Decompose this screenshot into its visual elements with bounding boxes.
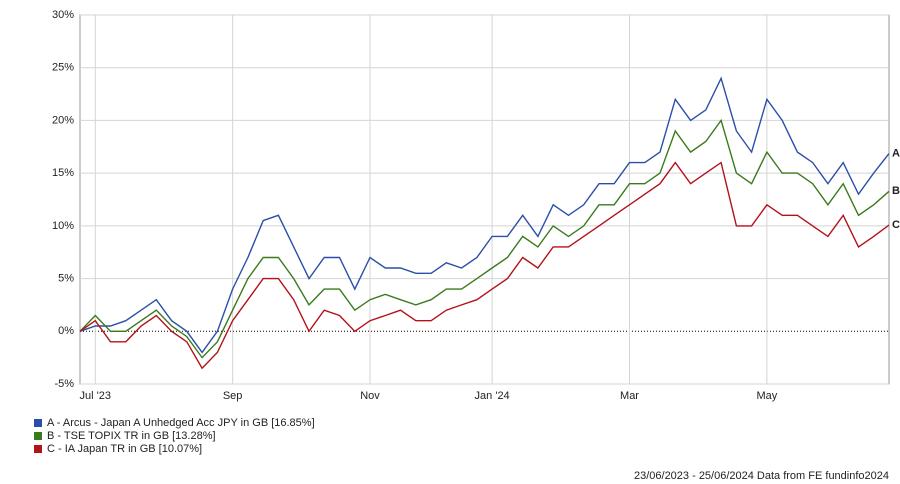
end-label: B: [892, 185, 900, 197]
y-tick-label: 25%: [52, 62, 74, 74]
y-tick-label: 15%: [52, 167, 74, 179]
footer: 23/06/2023 - 25/06/2024 Data from FE fun…: [634, 470, 889, 482]
end-label: A: [892, 148, 900, 160]
legend-swatch: [34, 445, 42, 453]
line: [79, 118, 890, 359]
y-tick-label: 20%: [52, 114, 74, 126]
y-tick-label: -5%: [54, 378, 74, 390]
line: [79, 76, 890, 354]
x-tick-label: Mar: [620, 390, 639, 402]
line: [79, 161, 890, 370]
x-tick-label: Jul '23: [80, 390, 111, 402]
legend-label: C - IA Japan TR in GB [10.07%]: [47, 443, 202, 455]
y-tick-label: 30%: [52, 9, 74, 21]
x-tick-label: Jan '24: [475, 390, 510, 402]
legend-label: B - TSE TOPIX TR in GB [13.28%]: [47, 430, 216, 442]
legend-swatch: [34, 419, 42, 427]
y-tick-label: 10%: [52, 220, 74, 232]
plot-frame: [79, 14, 890, 385]
legend-swatch: [34, 432, 42, 440]
x-tick-label: Sep: [223, 390, 243, 402]
x-tick-label: Nov: [360, 390, 380, 402]
y-tick-label: 5%: [58, 272, 74, 284]
x-tick-label: May: [756, 390, 777, 402]
end-label: C: [892, 219, 900, 231]
y-tick-label: 0%: [58, 325, 74, 337]
legend-label: A - Arcus - Japan A Unhedged Acc JPY in …: [47, 417, 315, 429]
